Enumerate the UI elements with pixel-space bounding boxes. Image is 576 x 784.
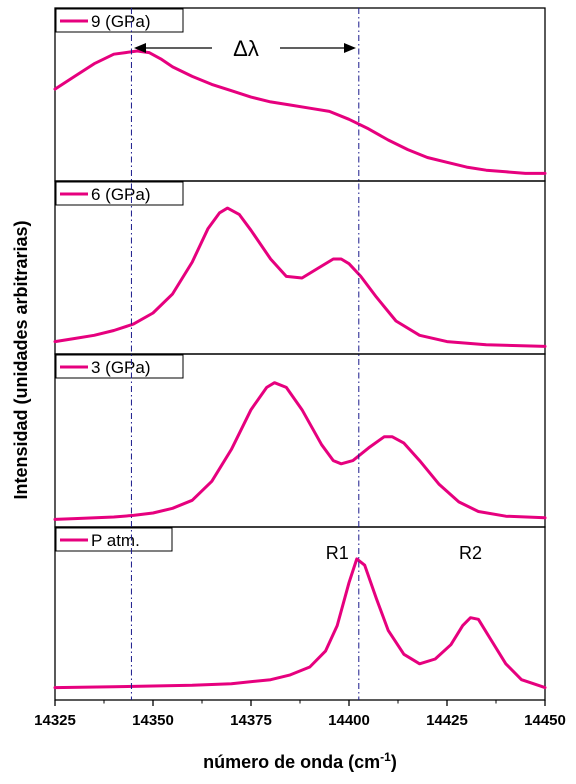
x-axis-label-sup: -1 <box>380 750 391 764</box>
x-axis: 14325 14350 14375 14400 14425 14450 <box>34 700 566 729</box>
x-tick-label: 14325 <box>34 712 76 729</box>
panel-frame <box>54 180 546 355</box>
panel-3: 3 (GPa) <box>53 353 547 528</box>
legend-box <box>55 181 184 206</box>
x-tick-label: 14375 <box>230 712 272 729</box>
legend-label: P atm. <box>91 531 140 550</box>
legend-label: 6 (GPa) <box>91 185 151 204</box>
series-line-4 <box>53 557 547 690</box>
panel-2: 6 (GPa) <box>53 180 547 355</box>
delta-annotation: Δλ <box>134 36 356 61</box>
series-line-2 <box>53 206 547 348</box>
x-axis-label: número de onda (cm-1) <box>203 750 397 772</box>
x-tick-label: 14350 <box>132 712 174 729</box>
peak-label-r1: R1 <box>326 543 349 563</box>
x-axis-label-end: ) <box>391 752 397 772</box>
legend-box <box>55 8 184 33</box>
legend-label: 3 (GPa) <box>91 358 151 377</box>
x-axis-label-main: número de onda (cm <box>203 752 380 772</box>
panels-layer: 9 (GPa) 6 (GPa) 3 (GPa) P atm. R1 R2 <box>53 7 547 701</box>
peak-label-r2: R2 <box>459 543 482 563</box>
legend-box <box>55 354 184 379</box>
panel-1: 9 (GPa) <box>53 7 547 182</box>
panel-frame <box>54 7 546 182</box>
delta-arrowhead-left <box>134 43 146 53</box>
x-tick-label: 14400 <box>328 712 370 729</box>
panel-frame <box>54 353 546 528</box>
legend-box <box>55 527 173 552</box>
y-axis-label: Intensidad (unidades arbitrarias) <box>11 220 31 499</box>
reference-lines <box>130 8 360 700</box>
x-tick-label: 14450 <box>524 712 566 729</box>
series-line-1 <box>53 49 547 175</box>
delta-label: Δλ <box>233 36 259 61</box>
delta-arrowhead-right <box>344 43 356 53</box>
series-line-3 <box>53 381 547 521</box>
x-tick-label: 14425 <box>426 712 468 729</box>
legend-label: 9 (GPa) <box>91 12 151 31</box>
